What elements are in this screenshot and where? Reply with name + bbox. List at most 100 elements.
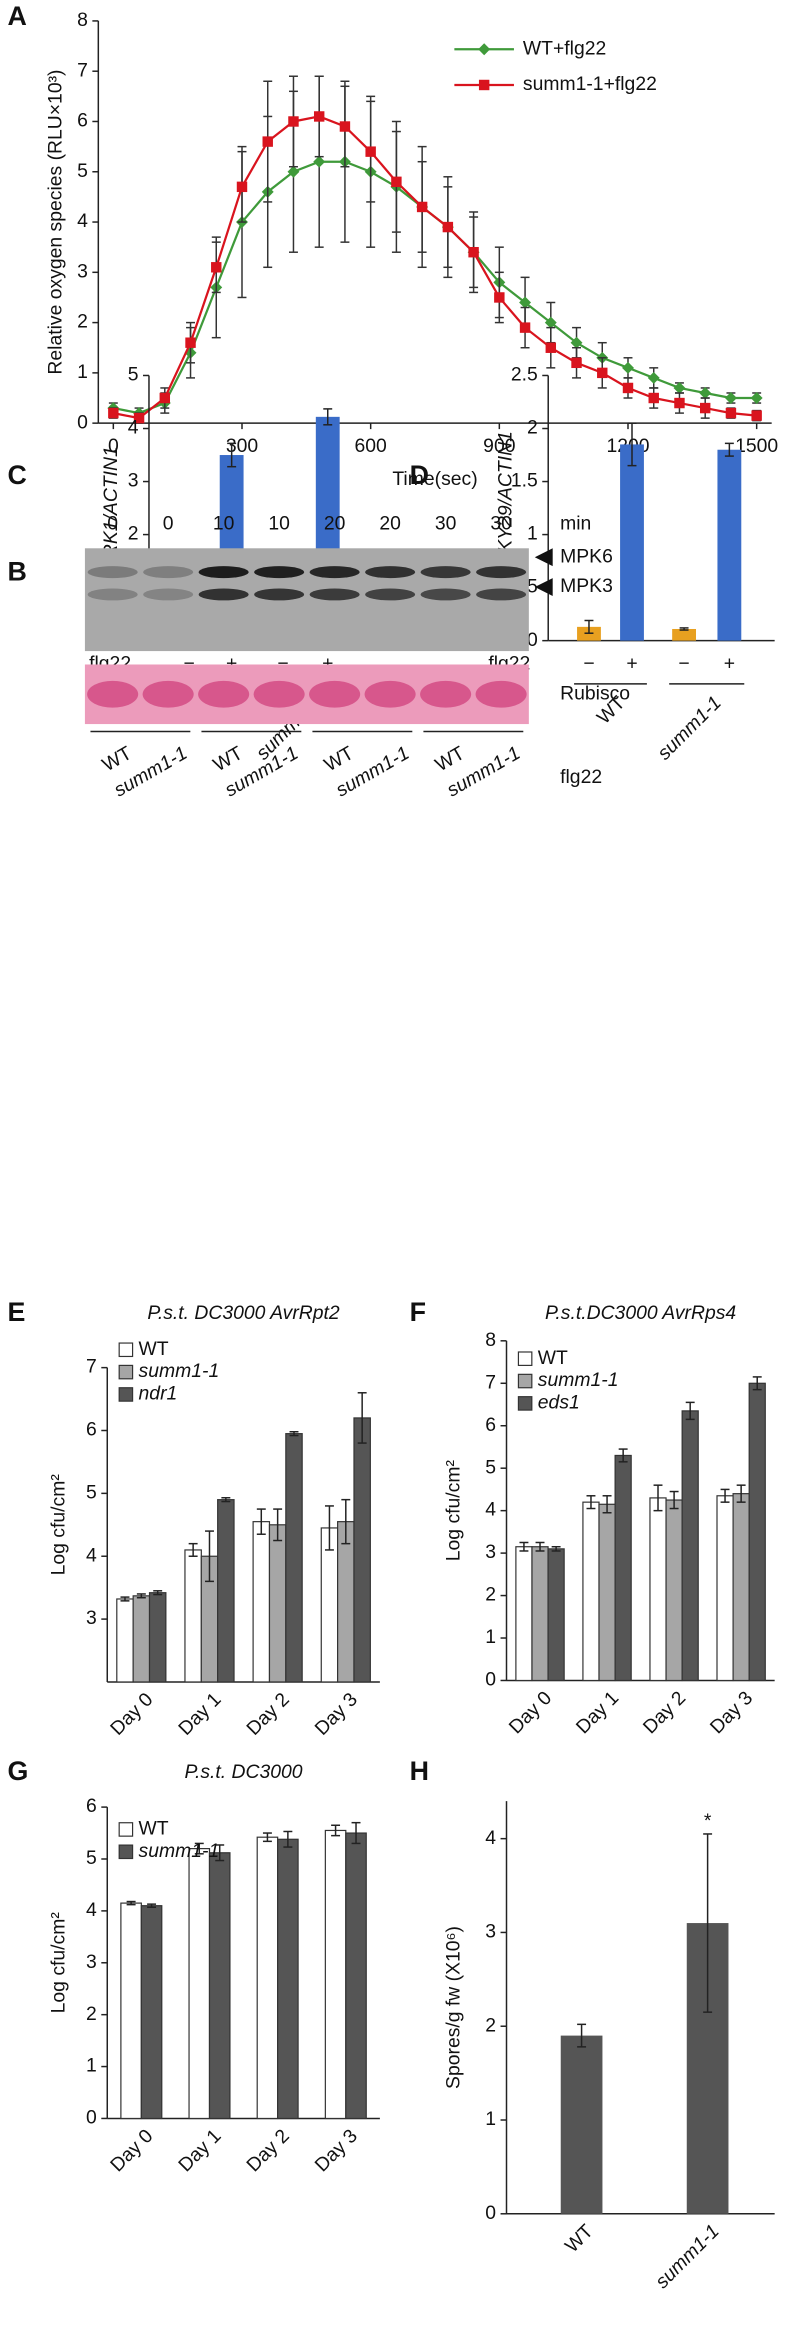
legend-swatch (118, 1822, 134, 1837)
bar (188, 1848, 211, 2120)
bar (184, 1549, 202, 1683)
bar (353, 1417, 371, 1683)
bar (681, 1410, 699, 1682)
y-axis-label: Log cfu/cm² (442, 1460, 464, 1562)
marker (647, 371, 660, 384)
x-tick-label: Day 3 (706, 1687, 757, 1738)
marker (673, 381, 686, 394)
x-tick-label: 1500 (735, 435, 778, 457)
bar (598, 1503, 616, 1682)
panel-title: P.s.t.DC3000 AvrRps4 (545, 1302, 736, 1324)
marker (674, 397, 685, 409)
y-tick-label: 1 (485, 1626, 496, 1648)
legend-label: WT (139, 1338, 169, 1360)
y-tick-label: 4 (128, 417, 139, 439)
legend-swatch (118, 1387, 134, 1402)
band (476, 588, 527, 601)
marker (622, 382, 634, 394)
x-tick-label: + (626, 653, 637, 675)
bar (614, 1454, 632, 1682)
x-tick-label: + (322, 653, 333, 675)
marker (622, 361, 634, 374)
marker (494, 292, 505, 303)
y-tick-label: 6 (485, 1414, 496, 1436)
legend-swatch (517, 1373, 533, 1389)
x-tick-label: − (678, 653, 689, 675)
group-label: summ1-1 (653, 692, 726, 765)
y-tick-label: 2 (485, 2014, 496, 2036)
band (143, 588, 194, 601)
time-label: 20 (324, 513, 346, 535)
bar (268, 1524, 287, 1683)
bar (148, 1592, 167, 1683)
band (309, 588, 360, 601)
marker (133, 412, 145, 424)
band-label: MPK6 (560, 545, 613, 567)
y-tick-label: 2 (485, 1584, 496, 1606)
marker (478, 43, 491, 56)
panel-letter: D (410, 460, 429, 490)
band (198, 588, 249, 601)
marker (287, 165, 300, 178)
marker (313, 155, 326, 168)
x-tick-label: Day 2 (242, 1688, 293, 1739)
bar (345, 1832, 367, 2120)
panel-letter: E (7, 1297, 25, 1327)
band (87, 566, 138, 579)
panel-title: P.s.t. DC3000 AvrRpt2 (147, 1302, 339, 1324)
y-tick-label: 3 (77, 260, 88, 282)
bar (732, 1493, 750, 1682)
legend-label: WT+flg22 (523, 37, 606, 59)
y-tick-label: 5 (86, 1481, 97, 1503)
bar (672, 628, 696, 641)
marker (236, 181, 248, 193)
y-tick-label: 5 (128, 364, 139, 386)
y-tick-label: 1.5 (511, 470, 538, 492)
marker (468, 246, 479, 258)
bar (716, 1495, 734, 1682)
x-tick-label: 300 (226, 435, 259, 457)
marker (288, 116, 299, 127)
marker (751, 410, 762, 421)
x-tick-label: Day 0 (106, 2125, 157, 2176)
bar (285, 1433, 303, 1683)
treatment-label: flg22 (560, 766, 602, 788)
y-tick-label: 4 (485, 1499, 496, 1521)
band (87, 588, 138, 601)
x-tick-label: Day 1 (174, 2125, 225, 2176)
x-axis-label: Time(sec) (392, 468, 477, 490)
band (254, 566, 305, 579)
legend-label: summ1-1 (139, 1360, 220, 1382)
y-tick-label: 0 (527, 629, 538, 651)
y-tick-label: 0 (485, 2202, 496, 2224)
bar (560, 2035, 603, 2214)
y-tick-label: 8 (485, 1329, 496, 1351)
x-tick-label: Day 0 (505, 1687, 556, 1738)
panel-letter: B (7, 557, 26, 587)
time-label: 30 (435, 513, 457, 535)
y-tick-label: 5 (77, 160, 88, 182)
x-tick-label: 900 (483, 435, 516, 457)
x-tick-label: Day 3 (311, 1688, 362, 1739)
y-tick-label: 2.5 (511, 364, 538, 386)
band-arrow (534, 548, 553, 567)
y-axis-label: Spores/g fw (X10⁶) (442, 1926, 464, 2089)
marker (391, 176, 402, 188)
x-tick-label: Day 2 (242, 2125, 293, 2176)
x-tick-label: − (184, 653, 195, 675)
legend-swatch (517, 1396, 533, 1411)
bar (515, 1546, 533, 1682)
rubisco-band (364, 680, 416, 708)
legend-label: WT (538, 1347, 568, 1369)
bar (256, 1836, 279, 2120)
y-tick-label: 0 (77, 411, 88, 433)
time-label: 10 (213, 513, 235, 535)
annotation: * (704, 1810, 712, 1832)
x-tick-label: Day 0 (106, 1688, 157, 1739)
panel-letter: A (7, 1, 26, 31)
marker (478, 79, 490, 91)
y-tick-label: 0 (86, 2107, 97, 2129)
band-label: MPK3 (560, 575, 613, 597)
time-label: 10 (268, 513, 290, 535)
